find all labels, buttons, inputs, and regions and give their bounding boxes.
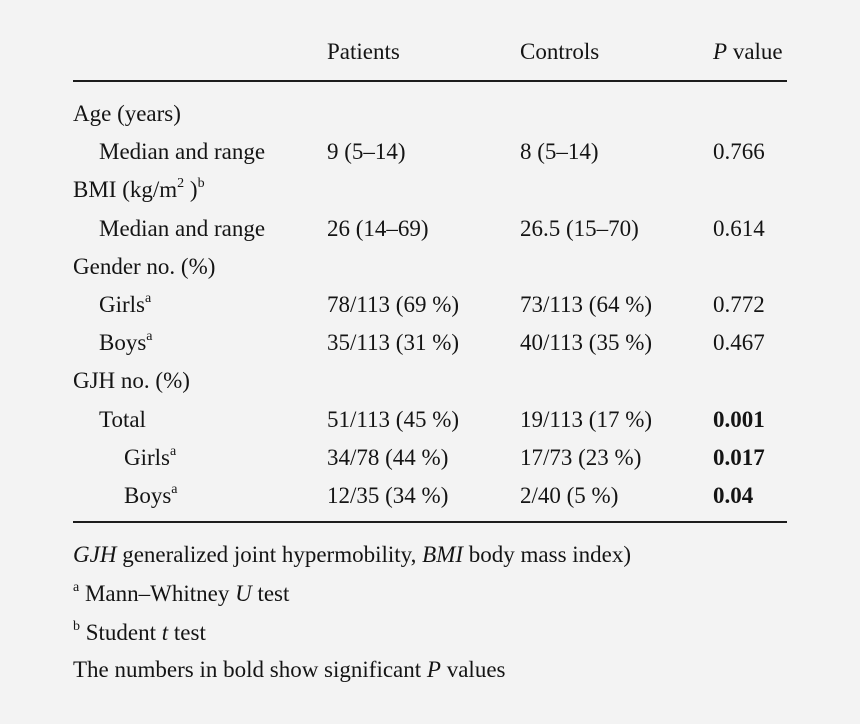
p-value-rest: value [727, 39, 783, 64]
footnote-a: a Mann–Whitney U test [73, 581, 289, 607]
row-label: Gender no. (%) [73, 254, 215, 280]
footnote-b-mark: b [73, 619, 80, 634]
cell-controls: 17/73 (23 %) [520, 444, 642, 470]
row-label: BMI (kg/m2 )b [73, 177, 205, 203]
bmi-abbr: BMI [422, 542, 464, 567]
gjh-abbr: GJH [73, 542, 117, 567]
bottom-rule [73, 521, 787, 523]
row-label: Age (years) [73, 101, 181, 127]
footnote-a-mark: a [73, 580, 80, 595]
cell-controls: 40/113 (35 %) [520, 330, 653, 356]
row-label: Girlsa [124, 443, 177, 471]
row-label: Median and range [99, 216, 265, 242]
cell-p: 0.04 [713, 483, 754, 508]
cell-p: 0.766 [713, 139, 765, 165]
footnote-b-italic: t [161, 620, 169, 645]
row-label: Girlsa [99, 292, 151, 318]
row-label-text: GJH no. (%) [73, 368, 190, 394]
footnote-bold-note: The numbers in bold show significant P v… [73, 657, 505, 683]
bold-note-italic: P [426, 657, 441, 682]
footnote-marker: a [170, 443, 177, 459]
row-label-text: Total [99, 406, 146, 432]
row-label: GJH no. (%) [73, 368, 190, 394]
cell-controls: 8 (5–14) [520, 139, 599, 165]
footnote-a-after: test [251, 581, 290, 606]
footnote-marker: a [145, 291, 152, 306]
row-label: Boysa [99, 330, 153, 356]
gjh-text: generalized joint hypermobility, [116, 542, 423, 567]
footnote-a-text: Mann–Whitney [79, 581, 236, 606]
cell-p: 0.614 [713, 215, 765, 241]
col-header-controls: Controls [520, 39, 600, 64]
bmi-text: body mass index) [463, 542, 632, 567]
col-header-p-value: P value [713, 39, 783, 65]
cell-patients: 12/35 (34 %) [327, 483, 449, 508]
cell-p: 0.467 [713, 330, 765, 356]
unit-superscript: 2 [177, 176, 185, 192]
row-label-text: Gender no. (%) [73, 253, 216, 279]
footnote-marker: a [146, 329, 153, 345]
footnote-marker: b [197, 176, 205, 192]
cell-patients: 34/78 (44 %) [327, 444, 449, 470]
cell-controls: 2/40 (5 %) [520, 483, 619, 508]
cell-controls: 19/113 (17 %) [520, 406, 653, 432]
row-label: Median and range [99, 139, 265, 165]
footnote-abbreviations: GJH generalized joint hypermobility, BMI… [73, 542, 631, 568]
row-label-text: Girls [124, 444, 170, 470]
cell-p: 0.772 [713, 292, 765, 317]
footnote-marker: a [171, 482, 178, 497]
row-label: Boysa [124, 483, 178, 509]
col-header-patients: Patients [327, 39, 400, 64]
cell-patients: 51/113 (45 %) [327, 406, 460, 432]
footnote-a-italic: U [235, 581, 252, 606]
cell-patients: 9 (5–14) [327, 139, 406, 165]
footnote-b-text: Student [80, 620, 162, 645]
cell-controls: 26.5 (15–70) [520, 215, 639, 241]
top-rule [73, 80, 787, 82]
bold-note-after: values [440, 657, 506, 682]
cell-patients: 26 (14–69) [327, 215, 429, 241]
row-label-text: Boys [99, 330, 147, 356]
cell-patients: 35/113 (31 %) [327, 330, 460, 356]
cell-p: 0.017 [713, 444, 765, 470]
bold-note-text: The numbers in bold show significant [73, 657, 427, 682]
footnote-b-after: test [168, 620, 206, 645]
cell-p: 0.001 [713, 406, 765, 432]
row-label-after: ) [184, 177, 198, 203]
row-label-text: Girls [99, 292, 145, 317]
cell-patients: 78/113 (69 %) [327, 292, 460, 317]
row-label-text: Median and range [99, 215, 266, 241]
row-label-text: Age (years) [73, 101, 181, 126]
row-label-text: BMI (kg/m [73, 177, 178, 203]
row-label: Total [99, 407, 146, 433]
cell-controls: 73/113 (64 %) [520, 292, 653, 317]
row-label-text: Boys [124, 483, 172, 508]
row-label-text: Median and range [99, 139, 266, 165]
footnote-b: b Student t test [73, 620, 206, 646]
p-italic: P [713, 39, 728, 64]
